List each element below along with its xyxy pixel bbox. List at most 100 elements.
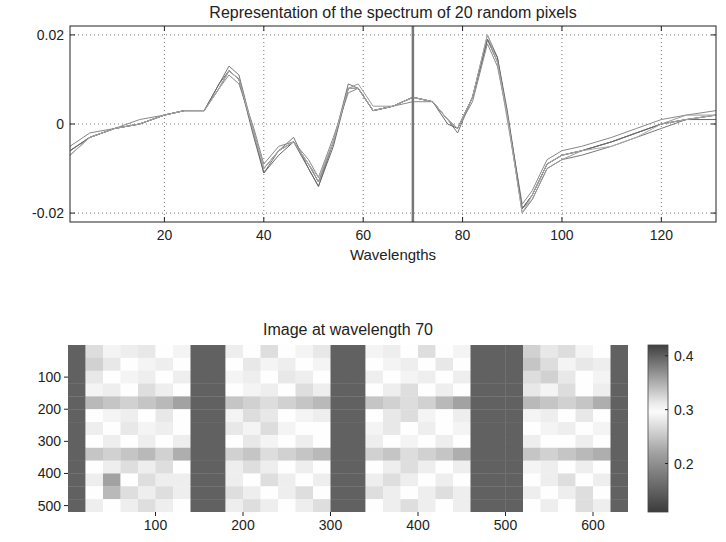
heat-cell (383, 409, 401, 422)
heat-cell (226, 371, 244, 384)
heat-cell (348, 358, 366, 371)
heat-cell (121, 499, 139, 512)
heat-cell (576, 473, 594, 486)
heat-cell (208, 409, 226, 422)
grid-line (70, 124, 716, 125)
heat-cell (191, 473, 209, 486)
heat-cell (436, 435, 454, 448)
heat-cell (506, 358, 524, 371)
tick-mark (155, 512, 156, 516)
tick-mark (64, 441, 68, 442)
heat-cell (401, 473, 419, 486)
heat-cell (173, 435, 191, 448)
spectrum-line (70, 35, 716, 213)
heat-cell (208, 345, 226, 358)
heat-cell (541, 371, 559, 384)
heat-cell (103, 448, 121, 461)
heat-cell (348, 486, 366, 499)
heat-cell (261, 435, 279, 448)
heat-cell (453, 486, 471, 499)
heat-cell (261, 345, 279, 358)
heat-cell (191, 499, 209, 512)
tick-label: 100 (550, 227, 574, 243)
heat-cell (173, 358, 191, 371)
heat-cell (296, 358, 314, 371)
heat-cell (576, 461, 594, 474)
heat-cell (611, 384, 629, 397)
heat-cell (418, 448, 436, 461)
heat-cell (156, 409, 174, 422)
heat-cell (436, 486, 454, 499)
heat-cell (208, 473, 226, 486)
heat-cell (436, 499, 454, 512)
heat-cell (348, 384, 366, 397)
heat-cell (593, 371, 611, 384)
heat-cell (191, 358, 209, 371)
tick-mark (263, 26, 264, 31)
heat-cell (506, 384, 524, 397)
heat-cell (418, 473, 436, 486)
heat-cell (611, 358, 629, 371)
tick-mark (665, 355, 668, 356)
tick-mark (330, 512, 331, 516)
heat-cell (506, 422, 524, 435)
heat-cell (86, 473, 104, 486)
heat-cell (453, 409, 471, 422)
heat-cell (401, 371, 419, 384)
wavelength-cursor (412, 26, 415, 222)
heat-cell (523, 422, 541, 435)
tick-mark (661, 217, 662, 222)
heat-cell (68, 448, 86, 461)
heat-cell (471, 422, 489, 435)
heat-cell (453, 473, 471, 486)
tick-mark (711, 124, 716, 125)
heat-cell (576, 371, 594, 384)
heat-cell (418, 371, 436, 384)
heat-cell (506, 409, 524, 422)
heat-cell (243, 345, 261, 358)
tick-mark (593, 512, 594, 516)
heat-cell (593, 409, 611, 422)
chart-title: Representation of the spectrum of 20 ran… (209, 4, 576, 21)
tick-mark (64, 505, 68, 506)
heat-cell (453, 371, 471, 384)
heat-cell (611, 396, 629, 409)
tick-mark (363, 26, 364, 31)
heat-cell (366, 435, 384, 448)
heat-cell (173, 422, 191, 435)
heat-cell (488, 499, 506, 512)
heat-cell (331, 358, 349, 371)
heat-cell (366, 358, 384, 371)
heat-cell (506, 448, 524, 461)
heat-cell (68, 422, 86, 435)
tick-label: 20 (157, 227, 173, 243)
heat-cell (68, 384, 86, 397)
heat-cell (331, 435, 349, 448)
heat-cell (436, 345, 454, 358)
heat-cell (261, 371, 279, 384)
tick-mark (505, 512, 506, 516)
heat-cell (261, 473, 279, 486)
tick-label: 120 (650, 227, 674, 243)
heat-cell (558, 422, 576, 435)
heat-cell (418, 461, 436, 474)
heat-cell (471, 448, 489, 461)
heat-cell (86, 384, 104, 397)
heat-cell (226, 422, 244, 435)
tick-mark (164, 217, 165, 222)
heatmap-chart: 100200300400500600100200300400500Image a… (38, 321, 694, 533)
heat-cell (138, 448, 156, 461)
heat-cell (296, 486, 314, 499)
heat-cell (558, 358, 576, 371)
heat-cell (173, 345, 191, 358)
heat-cell (68, 461, 86, 474)
heat-cell (401, 384, 419, 397)
heat-cell (383, 371, 401, 384)
plot-background (70, 26, 716, 222)
heat-cell (138, 396, 156, 409)
heat-cell (418, 396, 436, 409)
heat-cell (156, 345, 174, 358)
heat-cell (401, 461, 419, 474)
heat-cell (576, 345, 594, 358)
heat-cell (331, 409, 349, 422)
